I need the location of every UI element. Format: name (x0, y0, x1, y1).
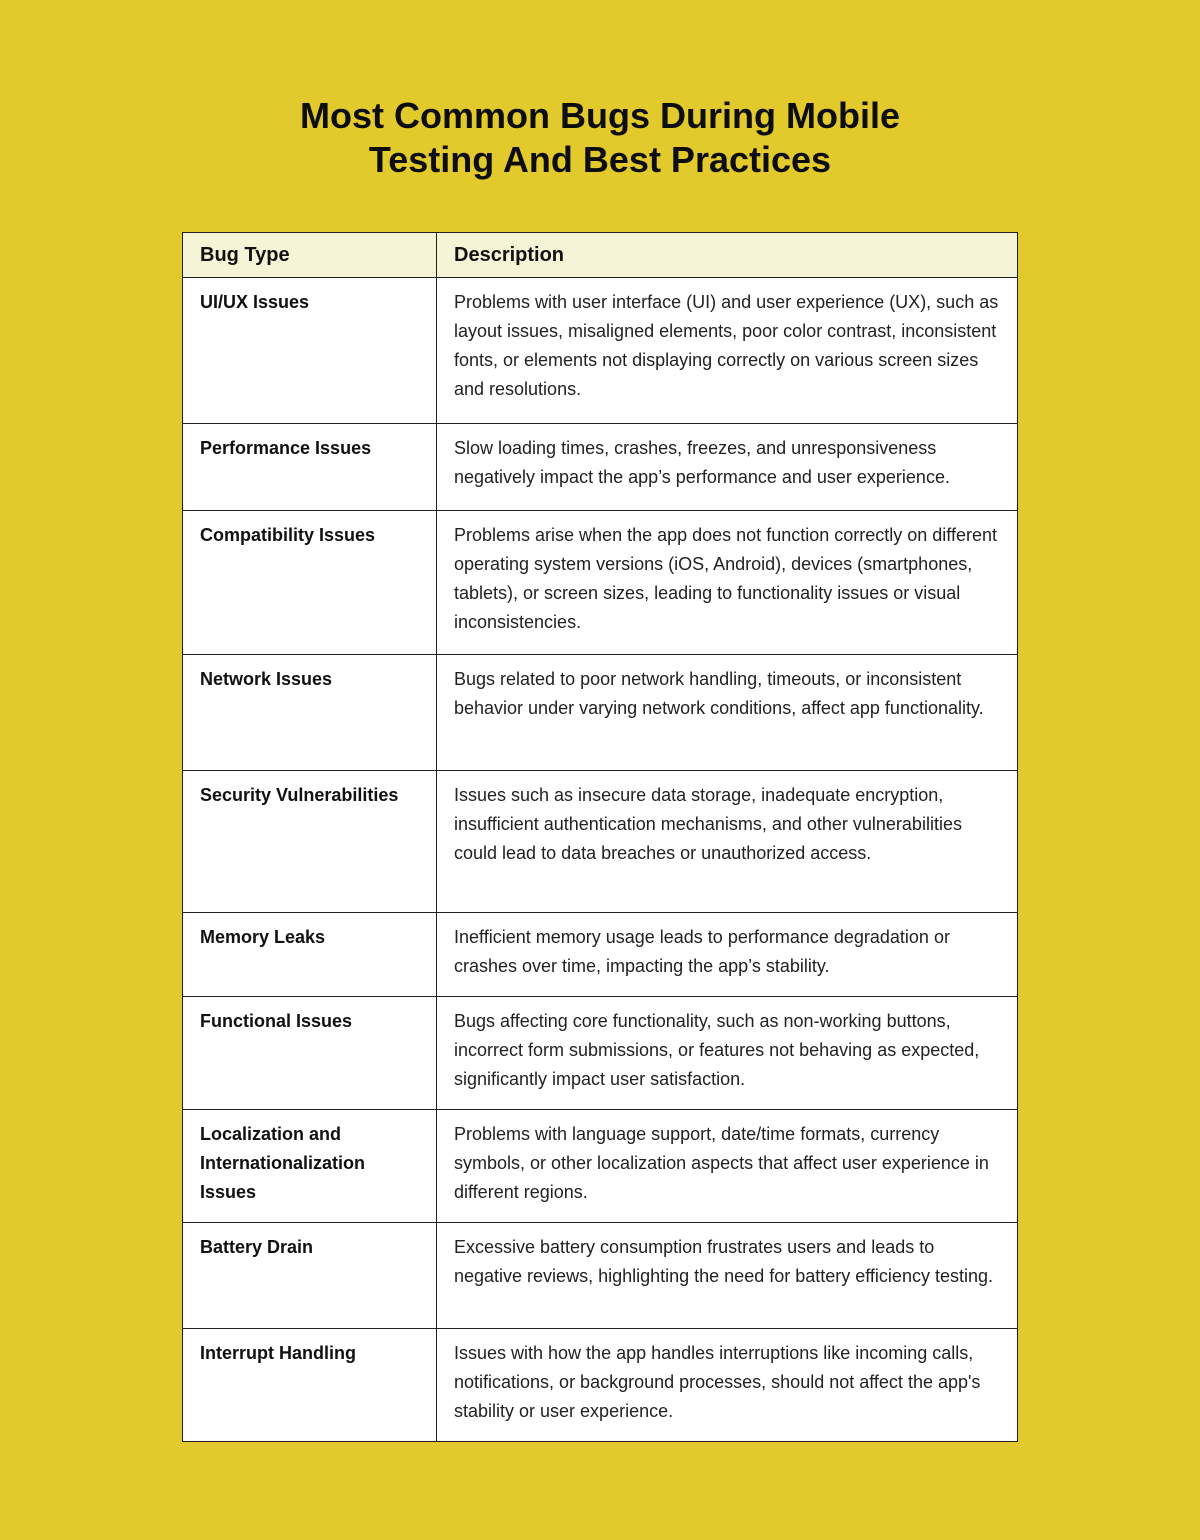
table-row: Compatibility Issues Problems arise when … (182, 510, 1018, 655)
table-header-row: Bug Type Description (182, 232, 1018, 278)
description-cell: Bugs related to poor network handling, t… (436, 654, 1018, 771)
description-cell: Bugs affecting core functionality, such … (436, 996, 1018, 1110)
description-cell: Excessive battery consumption frustrates… (436, 1222, 1018, 1329)
description-cell: Problems with user interface (UI) and us… (436, 277, 1018, 424)
bug-type-cell: Performance Issues (182, 423, 437, 511)
description-cell: Slow loading times, crashes, freezes, an… (436, 423, 1018, 511)
description-cell: Issues such as insecure data storage, in… (436, 770, 1018, 913)
table-row: Battery Drain Excessive battery consumpti… (182, 1222, 1018, 1329)
description-cell: Problems arise when the app does not fun… (436, 510, 1018, 655)
bug-type-cell: Memory Leaks (182, 912, 437, 997)
bug-type-cell: Battery Drain (182, 1222, 437, 1329)
description-cell: Issues with how the app handles interrup… (436, 1328, 1018, 1442)
description-cell: Problems with language support, date/tim… (436, 1109, 1018, 1223)
title-line-1: Most Common Bugs During Mobile (300, 95, 900, 136)
description-cell: Inefficient memory usage leads to perfor… (436, 912, 1018, 997)
bug-type-cell: Security Vulnerabilities (182, 770, 437, 913)
table-row: Security Vulnerabilities Issues such as i… (182, 770, 1018, 913)
header-description: Description (436, 232, 1018, 278)
bug-type-cell: Interrupt Handling (182, 1328, 437, 1442)
bug-type-cell: Compatibility Issues (182, 510, 437, 655)
header-bug-type: Bug Type (182, 232, 437, 278)
bug-type-cell: Localization and Internationalization Is… (182, 1109, 437, 1223)
bug-type-cell: UI/UX Issues (182, 277, 437, 424)
bug-type-cell: Functional Issues (182, 996, 437, 1110)
table-row: UI/UX Issues Problems with user interface… (182, 277, 1018, 424)
title-line-2: Testing And Best Practices (368, 139, 832, 180)
bug-table: Bug Type Description UI/UX Issues Problem… (182, 232, 1018, 1442)
table-row: Performance Issues Slow loading times, cr… (182, 423, 1018, 511)
bug-type-cell: Network Issues (182, 654, 437, 771)
table-row: Interrupt Handling Issues with how the ap… (182, 1328, 1018, 1442)
table-row: Network Issues Bugs related to poor netwo… (182, 654, 1018, 771)
table-row: Localization and Internationalization Is… (182, 1109, 1018, 1223)
table-row: Functional Issues Bugs affecting core fun… (182, 996, 1018, 1110)
table-row: Memory Leaks Inefficient memory usage lea… (182, 912, 1018, 997)
page-title: Most Common Bugs During Mobile Testing A… (0, 94, 1200, 182)
